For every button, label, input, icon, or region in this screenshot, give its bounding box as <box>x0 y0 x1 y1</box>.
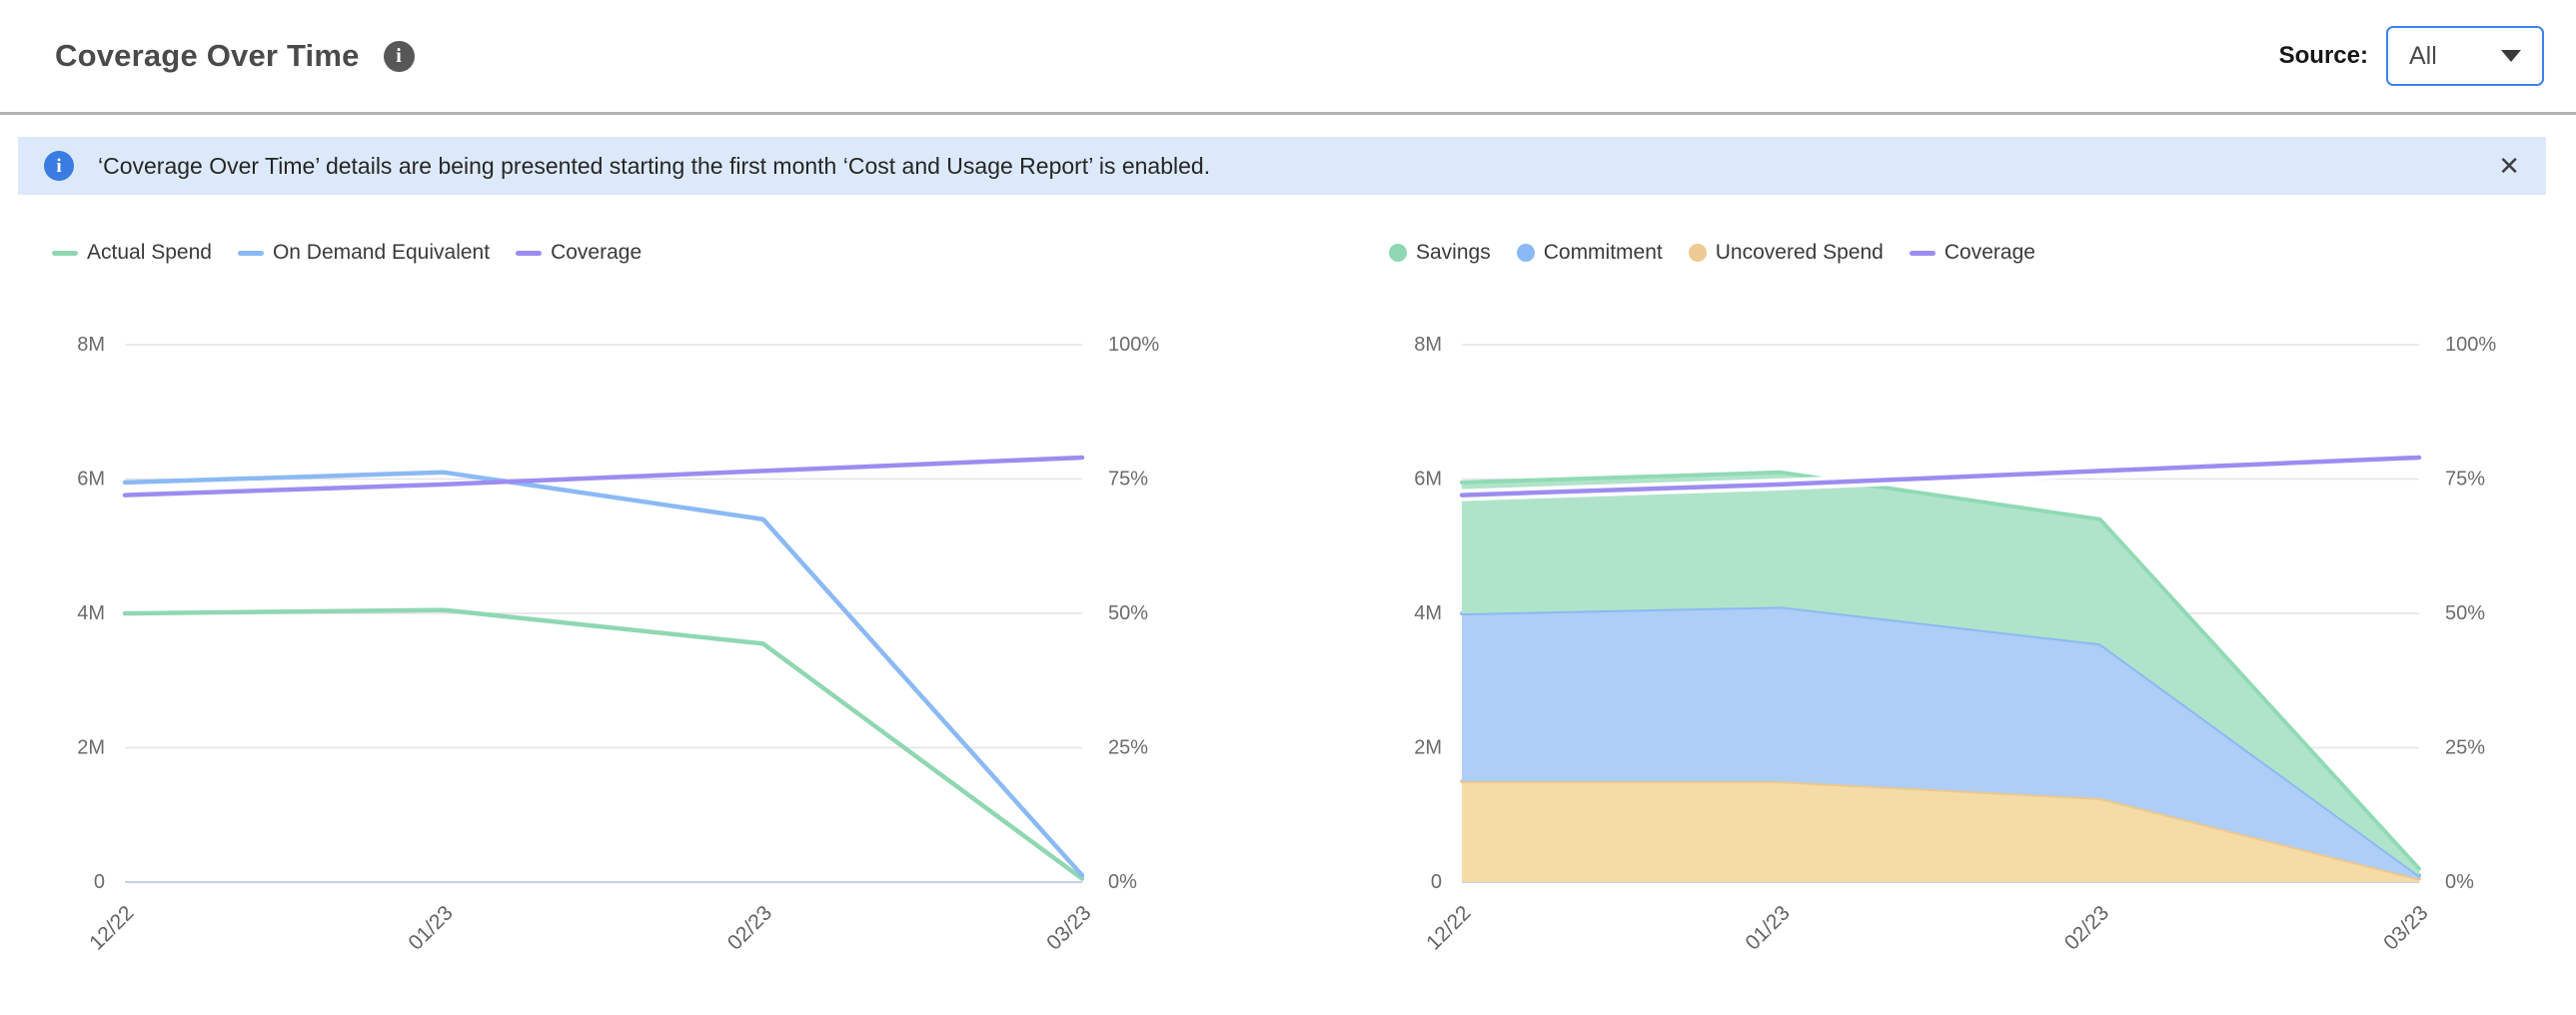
y-axis-left-label: 4M <box>1414 602 1442 624</box>
header-divider <box>0 112 2576 115</box>
area-edge-savings <box>1460 470 2421 871</box>
source-dropdown[interactable]: All <box>2386 26 2544 86</box>
legend-label: On Demand Equivalent <box>272 241 491 264</box>
x-axis-label: 03/23 <box>2379 901 2432 954</box>
y-axis-left-label: 4M <box>77 602 105 624</box>
area-savings <box>1462 472 2419 876</box>
coverage-line-chart: Actual Spend On Demand Equivalent Coverage… <box>40 239 1199 1006</box>
line-chart-legend: Actual Spend On Demand Equivalent Coverage <box>40 239 1199 267</box>
y-axis-right-label: 100% <box>2445 334 2496 356</box>
line-coverage <box>1459 455 2422 498</box>
y-axis-left-label: 0 <box>94 871 105 893</box>
x-axis-label: 02/23 <box>2060 901 2113 954</box>
legend-label: Savings <box>1416 241 1491 264</box>
legend-item-coverage[interactable]: Coverage <box>516 241 642 265</box>
area-commitment <box>1462 606 2419 879</box>
area-chart-legend: Savings Commitment Uncovered Spend Coverage <box>1377 239 2536 267</box>
y-axis-left-label: 6M <box>1414 469 1442 491</box>
legend-marker-dash <box>52 250 78 256</box>
x-axis-label: 01/23 <box>1741 901 1794 954</box>
title-wrap: Coverage Over Time i <box>55 38 415 74</box>
legend-label: Coverage <box>551 241 643 264</box>
legend-marker-dash <box>237 250 264 256</box>
legend-item-on-demand-equivalent[interactable]: On Demand Equivalent <box>237 241 491 265</box>
y-axis-right-label: 0% <box>1108 871 1137 893</box>
y-axis-left-label: 8M <box>77 334 105 356</box>
y-axis-left-label: 2M <box>1414 737 1442 759</box>
y-axis-right-label: 25% <box>2445 737 2485 759</box>
line-actual-spend <box>122 607 1085 881</box>
info-banner: i ‘Coverage Over Time’ details are being… <box>18 137 2546 195</box>
y-axis-right-label: 25% <box>1108 737 1148 759</box>
info-icon[interactable]: i <box>383 40 415 72</box>
x-axis-label: 12/22 <box>85 901 138 954</box>
y-axis-left-label: 0 <box>1431 871 1442 893</box>
legend-marker-dash <box>1909 250 1935 256</box>
page-title: Coverage Over Time <box>55 38 360 73</box>
y-axis-right-label: 75% <box>2445 469 2485 491</box>
panel-header: Coverage Over Time i Source: All <box>0 0 2576 112</box>
chevron-down-icon <box>2501 50 2521 62</box>
y-axis-left-label: 8M <box>1414 334 1442 356</box>
legend-marker-dot <box>1516 244 1535 262</box>
legend-item-commitment[interactable]: Commitment <box>1516 241 1663 265</box>
line-on-demand-equivalent <box>122 470 1085 878</box>
info-icon: i <box>44 151 74 181</box>
coverage-area-chart: Savings Commitment Uncovered Spend Coverage… <box>1377 239 2536 1006</box>
legend-label: Actual Spend <box>87 241 212 264</box>
legend-item-uncovered-spend[interactable]: Uncovered Spend <box>1688 241 1884 265</box>
y-axis-left-label: 6M <box>77 469 105 491</box>
x-axis-label: 12/22 <box>1422 901 1475 954</box>
legend-marker-dash <box>516 250 543 256</box>
line-chart-svg: 8M 100% 6M 75% 4M 50% 2M 25% 0 0% 12/22 01/23 02/23 0… <box>77 334 1159 955</box>
close-icon[interactable]: ✕ <box>2498 151 2520 181</box>
source-label: Source: <box>2278 42 2368 69</box>
legend-label: Commitment <box>1543 241 1663 264</box>
legend-label: Uncovered Spend <box>1715 241 1884 264</box>
source-dropdown-value: All <box>2409 41 2437 70</box>
y-axis-right-label: 100% <box>1108 334 1159 356</box>
area-chart-svg: 8M 100% 6M 75% 4M 50% 2M 25% 0 0% 12/22 01/23 02/23 0… <box>1414 334 2496 955</box>
y-axis-right-label: 50% <box>2445 602 2485 624</box>
charts-row: Actual Spend On Demand Equivalent Coverage… <box>0 239 2576 1006</box>
x-axis-label: 01/23 <box>404 901 457 954</box>
y-axis-right-label: 0% <box>2445 871 2474 893</box>
line-coverage <box>122 455 1085 498</box>
source-filter: Source: All <box>2279 26 2544 86</box>
x-axis-label: 02/23 <box>723 901 776 954</box>
x-axis-label: 03/23 <box>1042 901 1095 954</box>
y-axis-right-label: 50% <box>1108 602 1148 624</box>
banner-text: ‘Coverage Over Time’ details are being p… <box>98 152 1211 179</box>
legend-marker-dot <box>1688 244 1707 262</box>
area-uncovered-spend <box>1462 781 2419 882</box>
legend-marker-dot <box>1389 244 1407 262</box>
legend-item-coverage[interactable]: Coverage <box>1909 241 2035 265</box>
legend-item-actual-spend[interactable]: Actual Spend <box>52 241 212 265</box>
legend-label: Coverage <box>1943 241 2035 264</box>
y-axis-left-label: 2M <box>77 737 105 759</box>
legend-item-savings[interactable]: Savings <box>1389 241 1491 265</box>
y-axis-right-label: 75% <box>1108 469 1148 491</box>
